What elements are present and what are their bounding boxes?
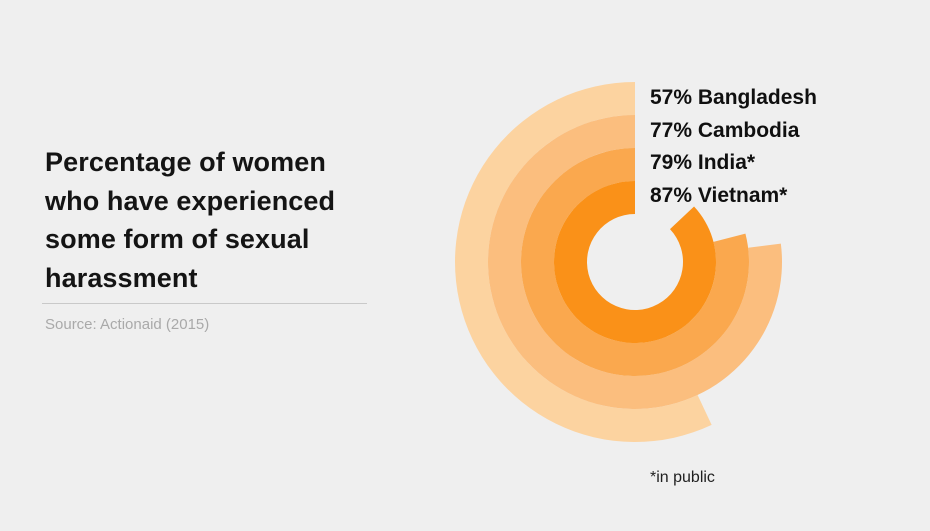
legend-item-india: 79% India* <box>650 151 756 174</box>
arc-bangladesh <box>455 82 712 442</box>
legend-item-vietnam: 87% Vietnam* <box>650 183 788 207</box>
chart-title-line-2: who have experienced <box>45 185 336 216</box>
footnote-caption: *in public <box>650 469 715 486</box>
chart-title-line-1: Percentage of women <box>45 147 326 177</box>
source-caption: Source: Actionaid (2015) <box>45 316 210 333</box>
legend-item-bangladesh: 57% Bangladesh <box>650 86 817 109</box>
chart-title-line-3: some form of sexual <box>45 224 310 254</box>
arc-vietnam <box>554 181 717 343</box>
legend-item-cambodia: 77% Cambodia <box>650 118 800 142</box>
legend: 57% Bangladesh 77% Cambodia 79% India* 8… <box>650 82 817 212</box>
chart-title: Percentage of women who have experienced… <box>45 143 335 297</box>
chart-title-line-4: harassment <box>45 262 198 293</box>
title-divider <box>42 303 367 304</box>
radial-chart-svg <box>455 82 782 442</box>
